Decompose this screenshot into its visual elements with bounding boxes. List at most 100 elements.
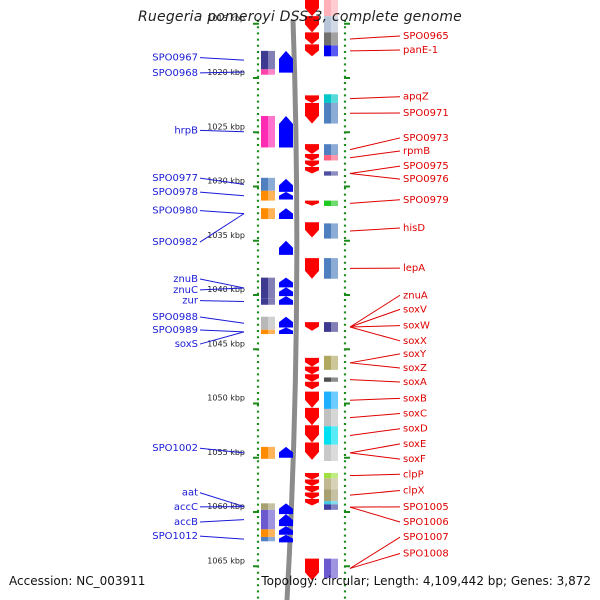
gene-label-spo0975[interactable]: SPO0975 xyxy=(403,161,449,172)
gene-label-clpx[interactable]: clpX xyxy=(403,486,425,497)
left-leader-line xyxy=(199,129,245,133)
right-leader-line xyxy=(349,49,401,52)
gene-label-znub[interactable]: znuB xyxy=(173,274,198,285)
gene-label-hrpb[interactable]: hrpB xyxy=(174,125,198,136)
gene-label-clpp[interactable]: clpP xyxy=(403,469,424,480)
right-leader-line xyxy=(349,326,401,342)
gene-label-spo0976[interactable]: SPO0976 xyxy=(403,174,449,185)
gene-label-zur[interactable]: zur xyxy=(182,296,199,307)
gene-label-accc[interactable]: accC xyxy=(174,502,198,513)
forward-gene-arrow xyxy=(279,277,293,288)
gene-label-spo0982[interactable]: SPO0982 xyxy=(152,237,198,248)
reverse-gene-arrow xyxy=(305,102,319,124)
gene-label-spo0973[interactable]: SPO0973 xyxy=(403,133,449,144)
left-feature-block xyxy=(261,50,275,70)
left-feature-light xyxy=(268,329,275,335)
gene-label-soxz[interactable]: soxZ xyxy=(403,363,427,374)
right-feature-block xyxy=(324,94,338,103)
right-feature-block xyxy=(324,391,338,409)
right-feature-light xyxy=(331,501,338,505)
left-feature-light xyxy=(268,298,275,305)
right-feature-block xyxy=(324,322,338,332)
right-feature-block xyxy=(324,223,338,239)
right-feature-light xyxy=(331,489,338,502)
gene-label-soxe[interactable]: soxE xyxy=(403,439,426,450)
right-feature-block xyxy=(324,489,338,502)
gene-label-znuc[interactable]: znuC xyxy=(173,285,198,296)
left-leader-line xyxy=(199,177,245,185)
reverse-gene-arrow xyxy=(305,32,319,45)
left-leader-line xyxy=(199,287,245,291)
gene-label-soxy[interactable]: soxY xyxy=(403,349,427,360)
gene-label-accb[interactable]: accB xyxy=(174,517,198,528)
gene-label-spo0968[interactable]: SPO0968 xyxy=(152,68,198,79)
right-feature-light xyxy=(331,16,338,33)
right-feature-dark xyxy=(324,16,331,33)
gene-label-spo1005[interactable]: SPO1005 xyxy=(403,502,449,513)
gene-label-soxc[interactable]: soxC xyxy=(403,409,427,420)
right-leader-line xyxy=(349,227,401,232)
gene-label-spo0980[interactable]: SPO0980 xyxy=(152,206,198,217)
right-feature-dark xyxy=(324,504,331,510)
gene-label-hisd[interactable]: hisD xyxy=(403,223,425,234)
gene-label-spo1002[interactable]: SPO1002 xyxy=(152,443,198,454)
gene-label-znua[interactable]: znuA xyxy=(403,290,428,301)
forward-gene-arrow xyxy=(279,534,293,543)
gene-label-soxw[interactable]: soxW xyxy=(403,321,430,332)
gene-label-soxv[interactable]: soxV xyxy=(403,304,427,315)
right-leader-line xyxy=(349,553,401,569)
gene-labels[interactable]: SPO0967 SPO0968 hrpB SPO0977 SPO0978 SPO0980 S… xyxy=(152,31,449,569)
right-feature-block xyxy=(324,200,338,207)
gene-label-soxd[interactable]: soxD xyxy=(403,424,428,435)
right-feature-light xyxy=(331,155,338,161)
gene-label-spo1012[interactable]: SPO1012 xyxy=(152,531,198,542)
right-feature-block xyxy=(324,377,338,382)
reverse-gene-arrow xyxy=(305,366,319,375)
gene-label-soxs[interactable]: soxS xyxy=(175,339,198,350)
gene-label-soxf[interactable]: soxF xyxy=(403,454,426,465)
left-leader-line xyxy=(199,71,245,74)
gene-label-soxa[interactable]: soxA xyxy=(403,377,427,388)
gene-label-spo0988[interactable]: SPO0988 xyxy=(152,312,198,323)
gene-label-apqz[interactable]: apqZ xyxy=(403,92,429,103)
reverse-gene-arrow xyxy=(305,200,319,206)
right-feature-light xyxy=(331,45,338,57)
right-feature-block xyxy=(324,501,338,505)
gene-label-spo0977[interactable]: SPO0977 xyxy=(152,173,198,184)
right-leader-line xyxy=(349,362,401,369)
gene-label-spo1008[interactable]: SPO1008 xyxy=(403,548,449,559)
gene-label-rpmb[interactable]: rpmB xyxy=(403,146,430,157)
right-feature-dark xyxy=(324,171,331,176)
gene-label-aat[interactable]: aat xyxy=(182,488,198,499)
left-leader-line xyxy=(199,331,245,345)
left-feature-dark xyxy=(261,298,268,305)
gene-label-spo0979[interactable]: SPO0979 xyxy=(403,195,449,206)
gene-label-soxb[interactable]: soxB xyxy=(403,393,427,404)
gene-label-pane-1[interactable]: panE-1 xyxy=(403,45,438,56)
gene-label-spo1007[interactable]: SPO1007 xyxy=(403,532,449,543)
reverse-gene-arrow xyxy=(305,144,319,154)
gene-label-spo0989[interactable]: SPO0989 xyxy=(152,325,198,336)
accession-label: Accession: NC_003911 xyxy=(9,574,146,588)
gene-label-lepa[interactable]: lepA xyxy=(403,263,425,274)
left-leader-line xyxy=(199,278,245,289)
gene-label-spo1006[interactable]: SPO1006 xyxy=(403,517,449,528)
left-leader-line xyxy=(199,57,245,61)
right-feature-block xyxy=(324,102,338,124)
gene-label-soxx[interactable]: soxX xyxy=(403,336,427,347)
left-leader-line xyxy=(199,300,245,303)
left-leader-line xyxy=(199,329,245,333)
right-feature-light xyxy=(331,144,338,156)
gene-label-spo0971[interactable]: SPO0971 xyxy=(403,108,449,119)
gene-label-spo0967[interactable]: SPO0967 xyxy=(152,53,198,64)
forward-gene-arrow xyxy=(279,316,293,328)
gene-label-spo0978[interactable]: SPO0978 xyxy=(152,187,198,198)
right-feature-dark xyxy=(324,478,331,490)
left-feature-light xyxy=(268,529,275,537)
right-feature-dark xyxy=(324,444,331,462)
right-feature-light xyxy=(331,200,338,207)
gene-label-spo0965[interactable]: SPO0965 xyxy=(403,31,449,42)
scale-tick-label: 1025 kbp xyxy=(207,122,245,131)
right-feature-light xyxy=(331,377,338,382)
